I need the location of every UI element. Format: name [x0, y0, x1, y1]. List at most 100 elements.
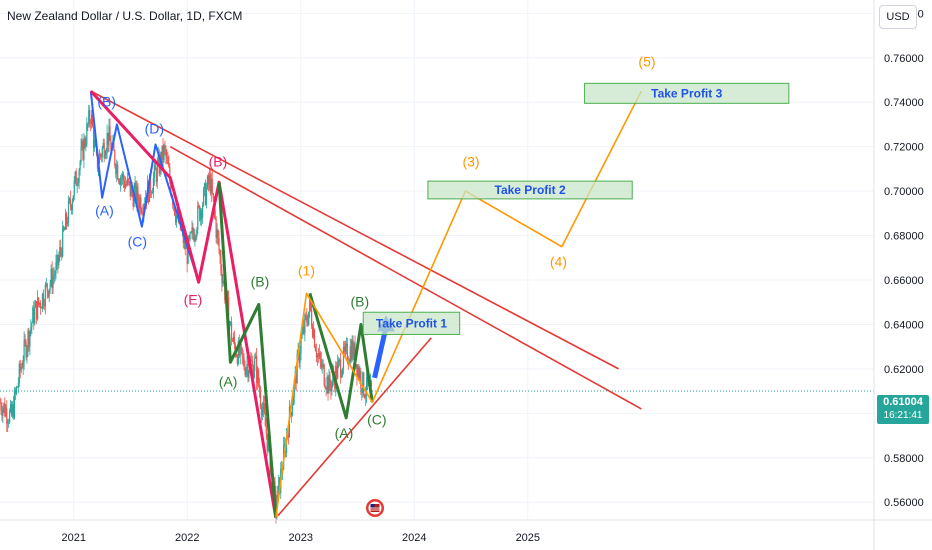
candle-body	[155, 170, 157, 183]
candle-body	[313, 329, 316, 348]
candle-body	[141, 212, 143, 214]
candle-body	[339, 359, 341, 361]
candle-body	[370, 381, 373, 386]
candle-body	[66, 223, 69, 225]
candle-body	[193, 234, 195, 241]
last-price-value: 0.61004	[883, 396, 923, 408]
candle-body	[198, 205, 200, 207]
candle-body	[260, 406, 263, 416]
candle-body	[210, 178, 212, 194]
candle-body	[360, 371, 362, 389]
candle-body	[23, 339, 25, 363]
candle-body	[118, 179, 120, 182]
candle-body	[265, 426, 267, 434]
candle-body	[86, 123, 88, 145]
candle-body	[190, 232, 192, 233]
candle-body	[107, 132, 109, 146]
y-axis[interactable]: 0.780000.760000.740000.720000.700000.680…	[884, 8, 924, 509]
candle-body	[366, 376, 368, 395]
candle-body	[245, 368, 247, 376]
take-profit-label: Take Profit 3	[651, 86, 722, 100]
candle-body	[359, 371, 361, 379]
candle-body	[330, 385, 332, 392]
candle-body	[75, 171, 77, 186]
targets-layer[interactable]: Take Profit 1 Take Profit 2 Take Profit 3	[362, 82, 790, 335]
candle-body	[188, 237, 190, 240]
candle-body	[353, 343, 355, 358]
candle-body	[46, 283, 48, 292]
candle-body	[250, 360, 252, 362]
candle-body	[322, 363, 324, 365]
y-tick-label: 0.66000	[884, 275, 924, 287]
candle-body	[340, 375, 343, 378]
candle-body	[62, 226, 64, 257]
candle-body	[366, 376, 369, 386]
candle-body	[85, 144, 87, 146]
candle-body	[243, 357, 245, 369]
candle-body	[13, 391, 16, 418]
candle-body	[258, 385, 261, 393]
candle-body	[34, 307, 36, 324]
x-axis[interactable]: 2021 2022 2023 2024 2025	[62, 532, 541, 544]
wave-labels-layer: (B) (D) (A) (C) (B) (E) (B) (A) (1) (B) (A) (C) (3) (…	[95, 54, 655, 441]
candle-body	[7, 422, 9, 424]
wave-label: (B)	[209, 154, 228, 170]
candle-body	[238, 340, 240, 356]
candle-body	[267, 440, 269, 452]
candle-body	[310, 298, 312, 310]
candle-body	[77, 182, 79, 185]
candle-body	[203, 183, 206, 189]
candle-body	[88, 110, 90, 125]
candle-body	[329, 374, 331, 386]
candle-body	[134, 183, 136, 190]
candle-body	[264, 412, 266, 427]
candle-body	[251, 360, 253, 362]
candle-body	[293, 380, 295, 398]
candle-body	[76, 184, 78, 186]
candle-body	[174, 214, 177, 223]
candle-body	[60, 247, 62, 251]
candle-body	[36, 301, 38, 320]
candle-body	[120, 177, 123, 179]
candle-body	[104, 155, 106, 159]
take-profit-box[interactable]	[427, 180, 633, 200]
candle-body	[78, 170, 80, 183]
candle-body	[74, 171, 76, 181]
candle-body	[311, 326, 314, 338]
candle-body	[284, 443, 286, 446]
take-profit-box[interactable]	[584, 82, 790, 104]
candle-body	[142, 213, 144, 214]
take-profit-box[interactable]	[362, 311, 461, 335]
candle-body	[233, 336, 236, 345]
candle-body	[45, 283, 47, 285]
y-tick-label: 0.58000	[884, 453, 924, 465]
candle-body	[40, 307, 43, 309]
candle-body	[255, 356, 257, 359]
candle-body	[84, 138, 86, 146]
candle-body	[246, 364, 248, 369]
y-tick-label: 0.62000	[884, 364, 924, 376]
candle-body	[254, 358, 256, 371]
wave-label: (C)	[128, 234, 147, 250]
candles-layer	[0, 104, 874, 524]
us-flag-event-icon[interactable]	[366, 499, 384, 517]
candle-body	[357, 367, 359, 377]
waves-layer	[89, 90, 643, 519]
candle-body	[17, 383, 19, 388]
candle-body	[299, 353, 301, 364]
candle-body	[356, 364, 358, 377]
plot-background	[0, 0, 874, 520]
candle-body	[301, 333, 303, 338]
candle-body	[135, 183, 137, 204]
candle-body	[186, 244, 188, 264]
candle-body	[355, 364, 357, 368]
candle-body	[308, 311, 310, 325]
candle-body	[33, 307, 35, 324]
take-profit-label: Take Profit 1	[376, 316, 447, 330]
currency-button[interactable]: USD	[879, 5, 917, 29]
candle-body	[262, 402, 264, 410]
candle-body	[100, 155, 102, 158]
y-tick-label: 0.68000	[884, 231, 924, 243]
x-tick-label: 2023	[289, 532, 313, 544]
